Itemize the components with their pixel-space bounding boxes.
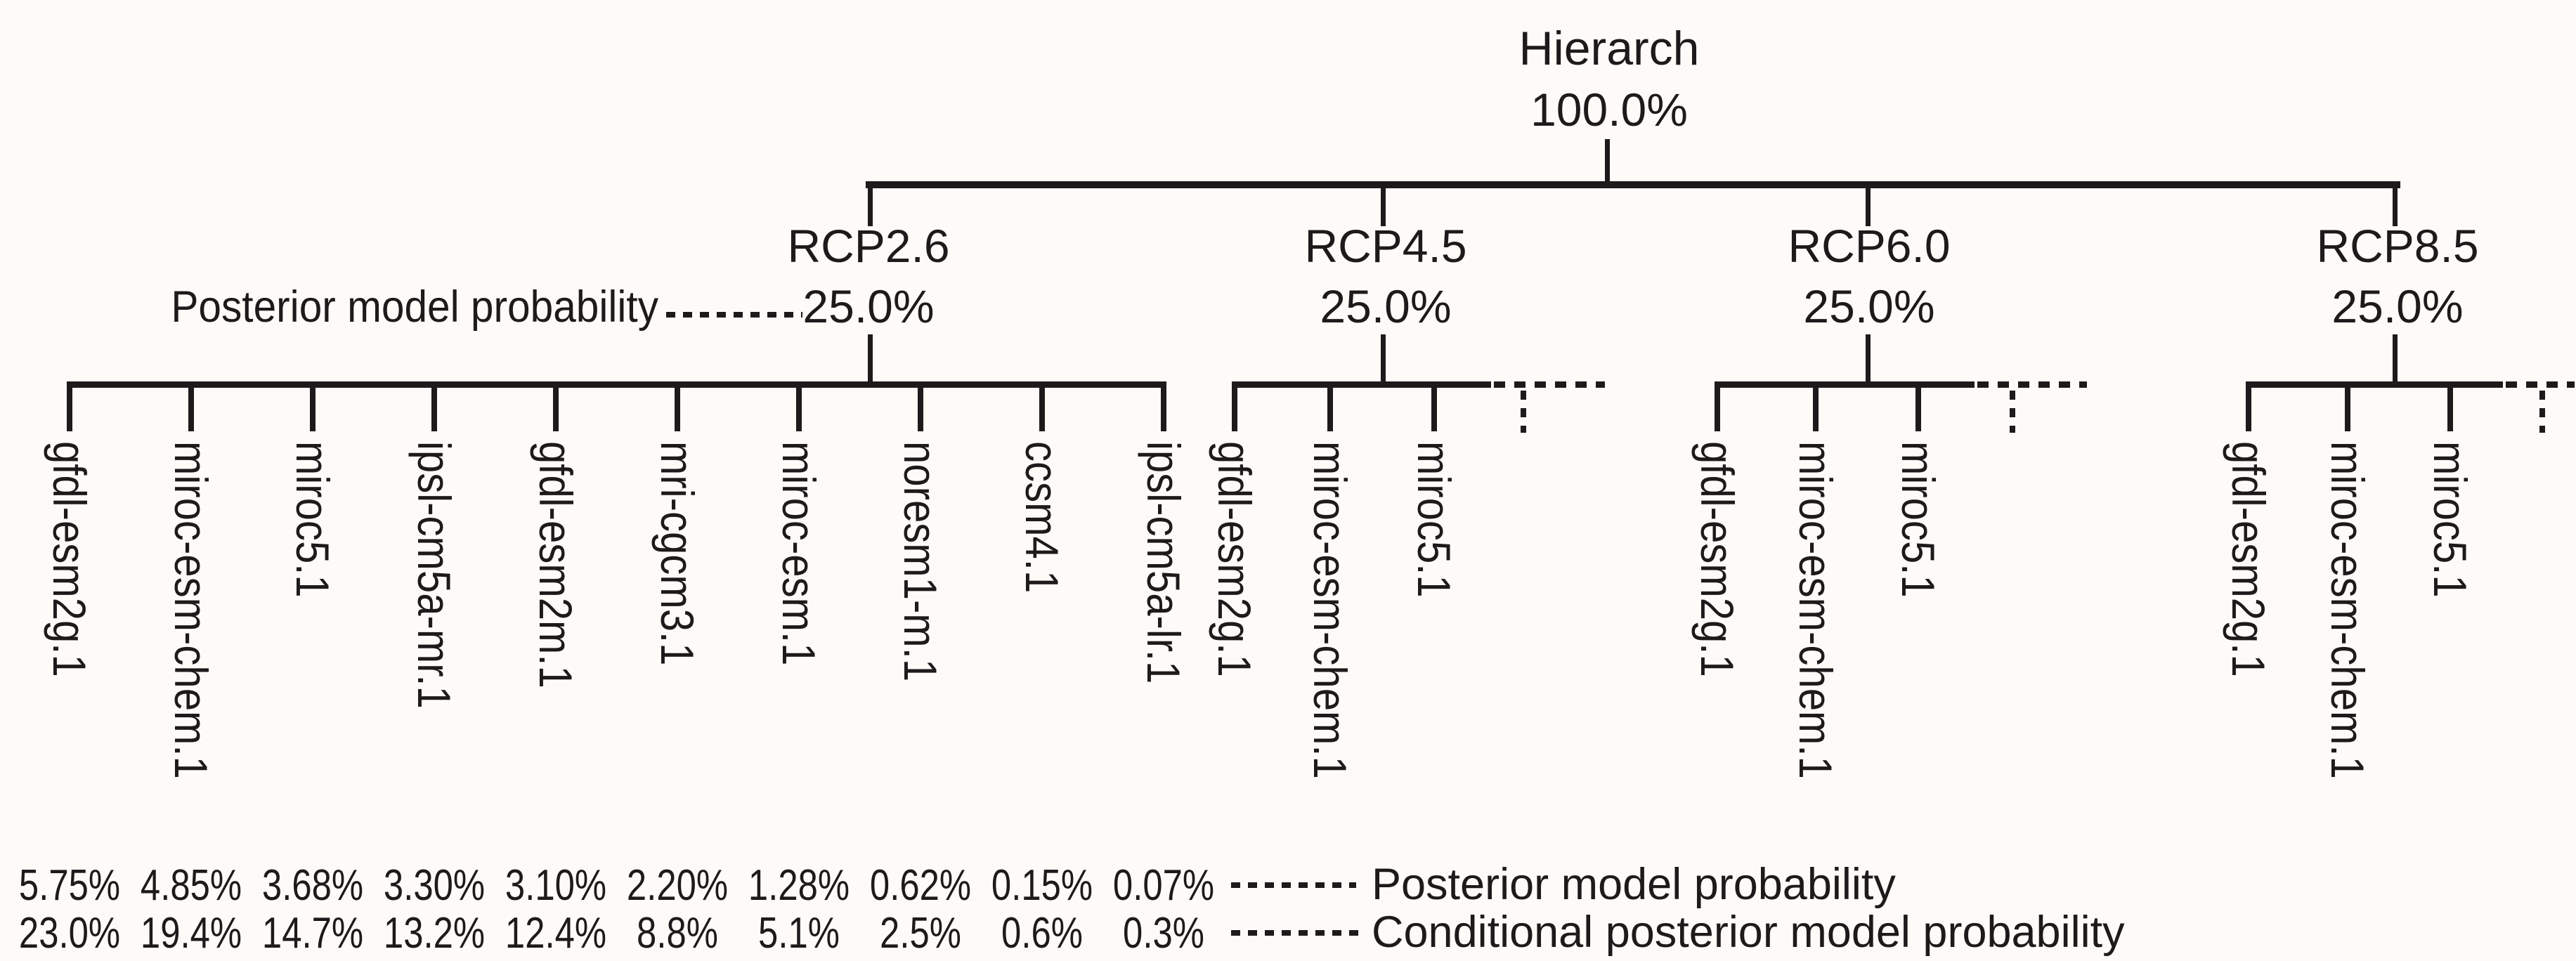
scenario-upper-stem [867, 187, 873, 226]
scenario-upper-stem [1380, 187, 1386, 226]
model-tick [1039, 381, 1045, 431]
model-label: ipsl-cm5a-lr.1 [1138, 441, 1190, 684]
posterior-value: 3.68% [261, 861, 364, 910]
model-tick [1715, 381, 1720, 431]
annotation-label: Posterior model probability [171, 282, 658, 332]
model-tick [2345, 381, 2350, 431]
conditional-value: 23.0% [18, 909, 121, 957]
continuation-dash-line [1494, 381, 1605, 388]
continuation-dash-line [1977, 381, 2087, 388]
root-probability: 100.0% [1530, 84, 1688, 136]
scenario-label: RCP6.0 [1788, 220, 1951, 272]
continuation-dot-line [1521, 391, 1526, 433]
conditional-value: 12.4% [505, 909, 607, 957]
model-tick [675, 381, 680, 431]
posterior-value: 5.75% [18, 861, 121, 910]
posterior-value: 0.15% [991, 861, 1093, 910]
bracket-line [1232, 381, 1491, 388]
conditional-value: 19.4% [140, 909, 242, 957]
annotation-dash-line [666, 312, 802, 318]
model-label: miroc5.1 [1892, 441, 1944, 598]
model-tick [1232, 381, 1237, 431]
continuation-dash-line [2506, 381, 2575, 388]
model-label: miroc-esm.1 [773, 441, 825, 666]
conditional-value: 0.6% [1001, 909, 1083, 957]
model-tick [918, 381, 923, 431]
model-label: gfdl-esm2m.1 [530, 441, 582, 688]
conditional-value: 2.5% [880, 909, 961, 957]
model-tick [310, 381, 316, 431]
conditional-value: 14.7% [261, 909, 364, 957]
model-tick [2447, 381, 2453, 431]
scenario-label: RCP4.5 [1304, 220, 1467, 272]
model-label: gfdl-esm2g.1 [44, 441, 96, 677]
root-stem-line [1605, 139, 1610, 188]
posterior-value: 0.62% [869, 861, 972, 910]
model-tick [431, 381, 437, 431]
model-label: miroc-esm-chem.1 [1790, 441, 1842, 779]
scenario-lower-stem [1380, 334, 1386, 385]
model-label: mri-cgcm3.1 [651, 441, 703, 666]
model-tick [1915, 381, 1921, 431]
bracket-line [67, 381, 1166, 388]
model-tick [1327, 381, 1333, 431]
legend-label-posterior: Posterior model probability [1372, 860, 1896, 909]
scenario-lower-stem [2392, 334, 2398, 385]
model-label: gfdl-esm2g.1 [1691, 441, 1743, 677]
posterior-value: 0.07% [1112, 861, 1215, 910]
legend-dash-conditional [1231, 930, 1360, 936]
model-label: miroc5.1 [2424, 441, 2476, 598]
scenario-probability: 25.0% [1320, 280, 1452, 332]
model-tick [1431, 381, 1437, 431]
model-label: miroc-esm-chem.1 [1304, 441, 1356, 779]
conditional-value: 5.1% [758, 909, 840, 957]
model-label: gfdl-esm2g.1 [1209, 441, 1261, 677]
continuation-dot-line [2539, 391, 2545, 433]
model-label: ccsm4.1 [1016, 441, 1068, 594]
posterior-value: 3.30% [383, 861, 486, 910]
conditional-value: 13.2% [383, 909, 486, 957]
scenario-lower-stem [1865, 334, 1871, 385]
model-label: miroc-esm-chem.1 [165, 441, 217, 779]
bracket-line [1715, 381, 1975, 388]
model-tick [553, 381, 559, 431]
model-label: ipsl-cm5a-mr.1 [408, 441, 460, 709]
scenario-label: RCP8.5 [2316, 220, 2479, 272]
scenario-lower-stem [867, 334, 873, 385]
legend-label-conditional: Conditional posterior model probability [1372, 908, 2125, 957]
posterior-value: 3.10% [505, 861, 607, 910]
model-tick [2246, 381, 2251, 431]
scenario-probability: 25.0% [1803, 280, 1935, 332]
scenario-upper-stem [2392, 187, 2398, 226]
model-tick [1161, 381, 1166, 431]
posterior-value: 1.28% [748, 861, 850, 910]
root-label: Hierarch [1518, 22, 1700, 75]
model-label: miroc5.1 [287, 441, 339, 598]
scenario-probability: 25.0% [2331, 280, 2464, 332]
conditional-value: 8.8% [637, 909, 718, 957]
posterior-value: 4.85% [140, 861, 242, 910]
model-label: noresm1-m.1 [895, 441, 947, 682]
scenario-probability: 25.0% [802, 280, 935, 332]
scenario-label: RCP2.6 [787, 220, 950, 272]
continuation-dot-line [2010, 391, 2015, 433]
model-label: miroc-esm-chem.1 [2322, 441, 2374, 779]
model-tick [188, 381, 194, 431]
conditional-value: 0.3% [1123, 909, 1204, 957]
legend-dash-posterior [1231, 882, 1356, 888]
model-label: gfdl-esm2g.1 [2223, 441, 2275, 677]
top-connector-line [866, 181, 2400, 188]
model-label: miroc5.1 [1408, 441, 1460, 598]
bracket-line [2246, 381, 2503, 388]
scenario-upper-stem [1865, 187, 1871, 226]
model-tick [796, 381, 802, 431]
model-tick [1813, 381, 1819, 431]
model-tick [67, 381, 72, 431]
posterior-value: 2.20% [626, 861, 729, 910]
